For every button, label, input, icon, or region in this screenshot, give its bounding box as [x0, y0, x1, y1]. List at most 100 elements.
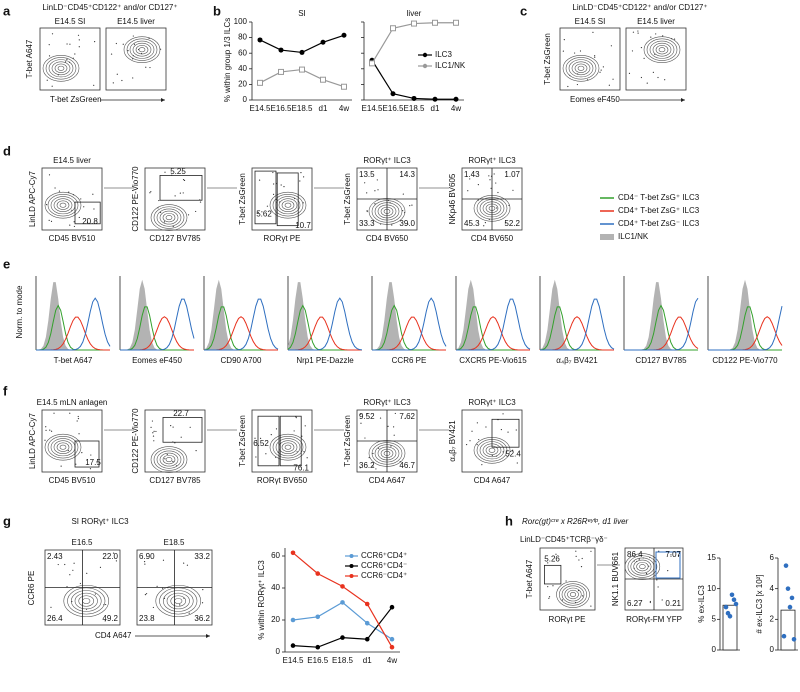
- event-dot: [68, 191, 70, 193]
- data-point: [389, 636, 395, 642]
- plot-title: E14.5 liver: [117, 17, 155, 26]
- y-axis-label: % within RORγt⁺ ILC3: [257, 560, 266, 640]
- event-dot: [662, 35, 664, 37]
- event-dot: [272, 171, 274, 174]
- event-dot: [45, 429, 47, 431]
- event-dot: [78, 216, 80, 219]
- event-dot: [393, 426, 395, 428]
- event-dot: [272, 193, 275, 195]
- gate-frequency: 1.07: [504, 170, 520, 179]
- event-dot: [374, 190, 376, 192]
- event-dot: [649, 601, 651, 604]
- y-tick-label: 10: [707, 584, 716, 593]
- event-dot: [493, 173, 495, 175]
- event-dot: [74, 53, 76, 55]
- histogram-line: [540, 298, 615, 351]
- event-dot: [467, 190, 469, 192]
- contour: [281, 200, 295, 210]
- gate-frequency: 33.3: [359, 219, 375, 228]
- plot-frame: [144, 167, 206, 231]
- event-dot: [394, 412, 396, 415]
- event-dot: [639, 603, 641, 605]
- event-dot: [186, 564, 189, 566]
- contour: [44, 191, 82, 219]
- y-tick-label: 40: [238, 64, 247, 73]
- event-dot: [640, 46, 643, 49]
- plot-frame: [105, 27, 167, 91]
- contour: [44, 433, 82, 461]
- contour: [70, 590, 102, 612]
- contour: [56, 442, 70, 452]
- event-dot: [155, 430, 157, 433]
- event-dot: [64, 563, 66, 566]
- data-point: [787, 604, 793, 610]
- data-point: [341, 83, 347, 90]
- contour: [275, 438, 301, 457]
- event-dot: [600, 69, 602, 71]
- event-dot: [562, 50, 564, 52]
- event-dot: [150, 191, 152, 193]
- contour: [135, 45, 149, 55]
- x-axis-label: α₄β₇ BV421: [556, 356, 598, 365]
- event-dot: [579, 50, 582, 52]
- data-point: [364, 636, 370, 642]
- y-tick-label: 60: [238, 48, 247, 57]
- y-axis-label: NKp46 BV605: [448, 173, 457, 224]
- data-point: [731, 597, 737, 603]
- x-tick-label: E14.5: [362, 104, 383, 113]
- event-dot: [50, 606, 52, 608]
- legend-label: CCR6⁺CD4⁻: [361, 561, 407, 570]
- event-dot: [637, 30, 639, 32]
- event-dot: [497, 191, 499, 194]
- data-point: [432, 19, 438, 26]
- contour: [564, 587, 582, 602]
- event-dot: [404, 417, 407, 419]
- x-axis-label: Nrp1 PE-Dazzle: [296, 356, 354, 365]
- contour: [45, 57, 77, 80]
- contour: [562, 54, 600, 82]
- panel-letter: f: [3, 383, 8, 398]
- contour: [556, 581, 590, 608]
- event-dot: [476, 422, 478, 424]
- event-dot: [478, 438, 480, 441]
- panel-title: LinLD⁻CD45⁺CD122⁺ and/or CD127⁺: [572, 3, 707, 12]
- event-dot: [364, 437, 366, 439]
- event-dot: [377, 189, 379, 191]
- event-dot: [488, 175, 490, 177]
- gate-frequency: 49.2: [102, 614, 118, 623]
- contour: [153, 448, 185, 471]
- x-axis-label: CD122 PE-Vio770: [712, 356, 778, 365]
- event-dot: [179, 192, 181, 194]
- y-tick-label: 100: [234, 17, 248, 26]
- event-dot: [255, 440, 258, 442]
- y-tick-label: 2: [770, 614, 775, 623]
- event-dot: [391, 224, 393, 226]
- event-dot: [485, 426, 487, 428]
- event-dot: [53, 412, 55, 414]
- gate-frequency: 7.07: [665, 550, 681, 559]
- event-dot: [548, 597, 550, 599]
- event-dot: [73, 562, 75, 564]
- event-dot: [265, 453, 267, 455]
- histogram-fill: [540, 279, 614, 350]
- event-dot: [156, 585, 158, 587]
- y-tick-label: 20: [271, 615, 280, 624]
- event-dot: [78, 433, 80, 435]
- data-point: [257, 79, 263, 86]
- event-dot: [402, 193, 404, 195]
- event-dot: [376, 179, 378, 181]
- contour: [577, 65, 585, 71]
- contour: [574, 63, 588, 73]
- event-dot: [378, 447, 380, 449]
- series-line: [259, 34, 345, 54]
- x-tick-label: E18.5: [404, 104, 425, 113]
- event-dot: [127, 50, 129, 52]
- data-point: [315, 571, 321, 576]
- event-dot: [132, 77, 134, 79]
- event-dot: [575, 555, 577, 557]
- data-point: [390, 25, 396, 32]
- event-dot: [183, 562, 185, 564]
- event-dot: [390, 445, 392, 447]
- plot-title: LinLD⁻CD45⁺TCRβ⁻γδ⁻: [520, 535, 608, 544]
- x-axis-label: RORγt PE: [549, 615, 586, 624]
